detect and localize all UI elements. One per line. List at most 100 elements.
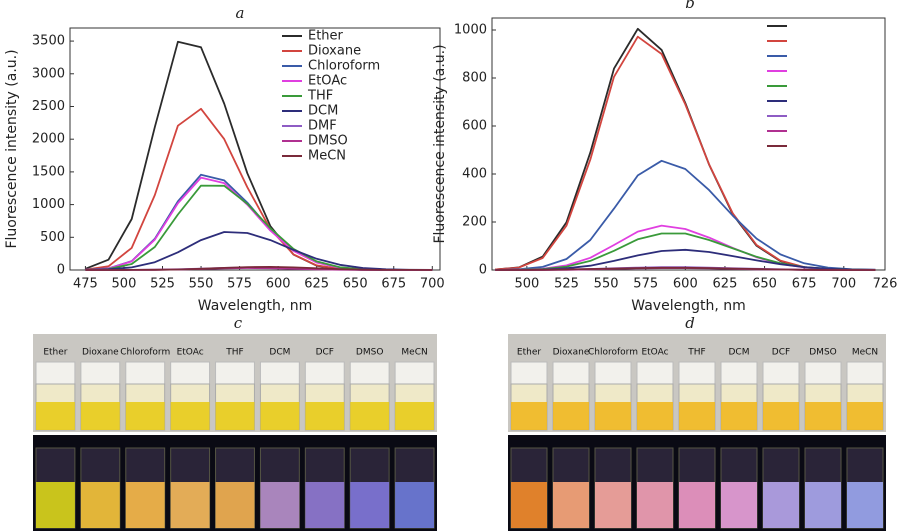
legend-label: MeCN (308, 149, 346, 164)
series-line (85, 176, 433, 271)
vial-label: MeCN (401, 348, 427, 358)
x-tick-label: 675 (792, 277, 817, 292)
plot-frame (491, 17, 886, 271)
liquid-day (170, 402, 210, 430)
series-line (495, 35, 876, 271)
vial-cap (349, 361, 390, 385)
x-tick-label: 475 (73, 277, 98, 292)
vial-cap (552, 361, 590, 385)
liquid-uv (305, 482, 345, 528)
liquid-day (260, 402, 300, 430)
x-tick-label: 625 (304, 277, 329, 292)
liquid-day (80, 402, 120, 430)
liquid-uv (395, 482, 434, 528)
liquid-uv (847, 482, 883, 528)
y-axis-label: Fluorescence intensity (a.u.) (432, 44, 448, 243)
vial-label: MeCN (852, 348, 878, 358)
x-tick-label: 675 (381, 277, 406, 292)
liquid-uv (80, 482, 120, 528)
y-tick-label: 800 (462, 71, 487, 86)
vial-cap (170, 361, 211, 385)
liquid-day (305, 402, 345, 430)
vial-cap (125, 361, 166, 385)
liquid-day (215, 402, 255, 430)
vial-label: Ether (517, 348, 541, 358)
liquid-day (395, 402, 434, 430)
liquid-uv (511, 482, 547, 528)
x-tick-label: 575 (633, 277, 658, 292)
vial-cap (510, 361, 548, 385)
vial-cap (594, 361, 632, 385)
liquid-uv (170, 482, 210, 528)
vial-cap (846, 361, 884, 385)
legend-label: Dioxane (308, 44, 361, 59)
x-tick-label: 500 (112, 277, 137, 292)
vial-label: Ether (43, 348, 67, 358)
liquid-uv (36, 482, 75, 528)
legend-label: DMSO (308, 134, 348, 149)
x-tick-label: 650 (752, 277, 777, 292)
y-tick-label: 600 (462, 119, 487, 134)
panel-title: d (685, 314, 695, 332)
vial-cap (762, 361, 800, 385)
series-line (85, 107, 433, 271)
legend-label: EtOAc (308, 74, 347, 89)
series-line (85, 266, 433, 271)
vial-cap (804, 361, 842, 385)
y-tick-label: 1000 (32, 197, 65, 212)
liquid-day (679, 402, 715, 430)
vial-label: DCF (316, 348, 334, 358)
y-tick-label: 2000 (32, 132, 65, 147)
y-axis-label: Fluorescence intensity (a.u.) (4, 49, 20, 248)
liquid-day (350, 402, 390, 430)
chart-title: a (236, 4, 245, 22)
liquid-day (595, 402, 631, 430)
vial-cap (35, 361, 76, 385)
series-line (495, 159, 876, 271)
y-tick-label: 2500 (32, 99, 65, 114)
vial-label: EtOAc (641, 348, 668, 358)
x-tick-label: 525 (554, 277, 579, 292)
chart-title: b (685, 0, 695, 12)
x-tick-label: 650 (343, 277, 368, 292)
liquid-uv (260, 482, 300, 528)
liquid-uv (763, 482, 799, 528)
series-line (495, 266, 876, 271)
legend-label: Chloroform (308, 59, 380, 74)
vial-label: Dioxane (553, 348, 590, 358)
y-tick-label: 500 (40, 230, 65, 245)
vial-cap (80, 361, 121, 385)
vial-label: DCM (729, 348, 750, 358)
liquid-day (553, 402, 589, 430)
liquid-day (763, 402, 799, 430)
x-axis-label: Wavelength, nm (631, 298, 745, 314)
liquid-day (125, 402, 165, 430)
vial-label: DMSO (356, 348, 384, 358)
series-line (85, 231, 433, 271)
liquid-day (36, 402, 75, 430)
vial-label: DCM (269, 348, 290, 358)
y-tick-label: 1000 (454, 23, 487, 38)
panel-title: c (234, 314, 243, 332)
x-tick-label: 600 (266, 277, 291, 292)
liquid-uv (721, 482, 757, 528)
x-tick-label: 600 (673, 277, 698, 292)
y-tick-label: 0 (57, 263, 65, 278)
vial-label: THF (225, 348, 243, 358)
y-tick-label: 3000 (32, 66, 65, 81)
legend-label: DMF (308, 119, 337, 134)
vial-cap (215, 361, 255, 385)
vial-label: Chloroform (588, 348, 638, 358)
liquid-day (847, 402, 883, 430)
vial-label: THF (687, 348, 705, 358)
x-tick-label: 500 (514, 277, 539, 292)
x-tick-label: 550 (594, 277, 619, 292)
x-tick-label: 726 (873, 277, 898, 292)
vial-label: Chloroform (120, 348, 170, 358)
plot-frame (69, 27, 441, 271)
liquid-day (721, 402, 757, 430)
vial-cap (304, 361, 345, 385)
liquid-uv (125, 482, 165, 528)
y-tick-label: 1500 (32, 164, 65, 179)
